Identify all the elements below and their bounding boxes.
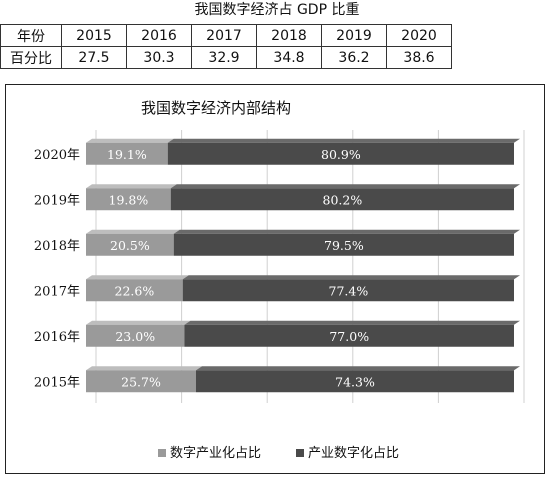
bar-digital-industrialization [86, 142, 168, 165]
data-label: 19.8% [109, 192, 149, 207]
data-label: 80.9% [321, 147, 361, 162]
gdp-share-table: 年份 2015 2016 2017 2018 2019 2020 百分比 27.… [0, 24, 452, 69]
data-label: 19.1% [107, 147, 147, 162]
category-label: 2019年 [34, 193, 80, 208]
bar-industrial-digitalization [167, 142, 515, 165]
legend-label-digital-industrialization: 数字产业化占比 [170, 446, 261, 461]
row-header-percent: 百分比 [0, 46, 62, 69]
bar-digital-industrialization [86, 324, 185, 347]
data-label: 74.3% [335, 374, 375, 389]
year-cell: 2016 [126, 24, 192, 47]
category-label: 2017年 [34, 284, 80, 299]
bar-industrial-digitalization [170, 188, 514, 211]
percent-cell: 30.3 [126, 46, 192, 69]
bar-depth-face [182, 275, 520, 280]
chart-legend: 数字产业化占比 产业数字化占比 [158, 446, 399, 461]
data-label: 79.5% [324, 238, 364, 253]
category-label: 2016年 [34, 330, 80, 345]
bar-depth-face [170, 184, 520, 189]
data-label: 20.5% [110, 238, 150, 253]
chart-grid [95, 130, 525, 403]
year-cell: 2020 [386, 24, 452, 47]
chart-frame: 我国数字经济内部结构 2020年 19.1% 80.9% 2019年 19.8% 80.2… [5, 84, 545, 474]
bar-depth-face [173, 229, 521, 234]
chart-bars: 2020年 19.1% 80.9% 2019年 19.8% 80.2% 2018年 20.5%… [34, 138, 521, 393]
percent-cell: 32.9 [191, 46, 257, 69]
bar-digital-industrialization [86, 279, 183, 302]
percent-cell: 27.5 [61, 46, 127, 69]
year-cell: 2015 [61, 24, 127, 47]
bar-industrial-digitalization [195, 370, 514, 393]
bar-depth-face [86, 366, 202, 371]
percent-cell: 36.2 [321, 46, 387, 69]
bar-depth-face [195, 366, 520, 371]
bar-industrial-digitalization [184, 324, 514, 347]
percent-cell: 34.8 [256, 46, 322, 69]
year-cell: 2019 [321, 24, 387, 47]
bar-depth-face [86, 138, 174, 143]
category-label: 2020年 [34, 148, 80, 163]
chart-title: 我国数字经济内部结构 [141, 99, 291, 117]
bar-depth-face [86, 320, 191, 325]
table-row-percent: 百分比 27.5 30.3 32.9 34.8 36.2 38.6 [0, 46, 452, 69]
category-label: 2015年 [34, 375, 80, 390]
percent-cell: 38.6 [386, 46, 452, 69]
legend-swatch-digital-industrialization [158, 449, 166, 457]
year-cell: 2017 [191, 24, 257, 47]
bar-depth-face [86, 229, 180, 234]
row-header-year: 年份 [0, 24, 62, 47]
year-cell: 2018 [256, 24, 322, 47]
data-label: 22.6% [115, 283, 155, 298]
legend-label-industrial-digitalization: 产业数字化占比 [308, 446, 399, 461]
bar-digital-industrialization [86, 370, 196, 393]
stacked-bar-chart: 我国数字经济内部结构 2020年 19.1% 80.9% 2019年 19.8% 80.2… [34, 99, 525, 461]
data-label: 77.0% [329, 329, 369, 344]
bar-depth-face [86, 275, 189, 280]
category-label: 2018年 [34, 239, 80, 254]
bar-digital-industrialization [86, 233, 174, 256]
table-row-year: 年份 2015 2016 2017 2018 2019 2020 [0, 24, 452, 47]
bar-depth-face [86, 184, 177, 189]
data-label: 25.7% [121, 374, 161, 389]
bar-digital-industrialization [86, 188, 171, 211]
bar-industrial-digitalization [182, 279, 514, 302]
bar-depth-face [184, 320, 520, 325]
table-title: 我国数字经济占 GDP 比重 [194, 2, 360, 18]
data-label: 80.2% [323, 192, 363, 207]
legend-swatch-industrial-digitalization [296, 449, 304, 457]
bar-depth-face [167, 138, 521, 143]
data-label: 77.4% [329, 283, 369, 298]
bar-industrial-digitalization [173, 233, 515, 256]
data-label: 23.0% [115, 329, 155, 344]
